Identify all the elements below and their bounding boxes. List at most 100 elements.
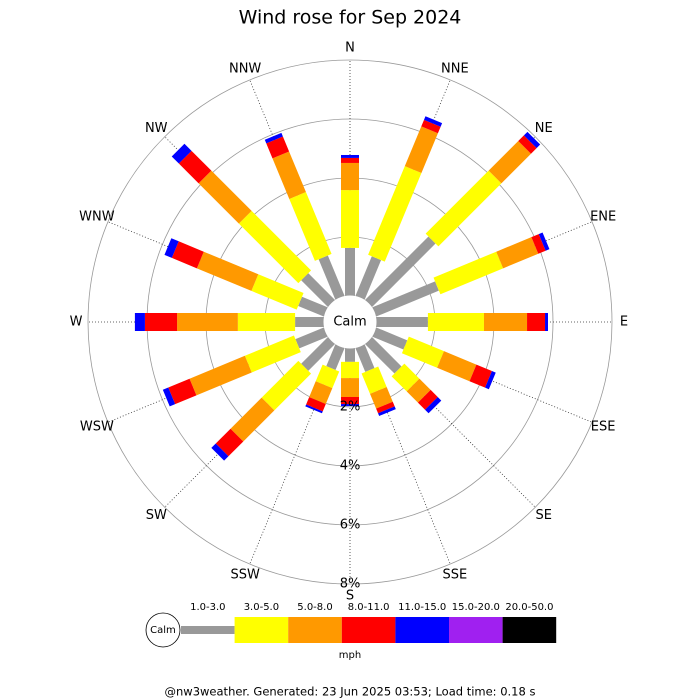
bar-segment (355, 256, 382, 300)
bar-segment (309, 381, 333, 404)
legend-swatch (288, 617, 342, 643)
bar-segment (376, 317, 428, 327)
bar-segment (518, 135, 537, 154)
bar-segment (527, 313, 546, 331)
ring-label: 2% (340, 400, 361, 415)
bar-segment (178, 150, 212, 184)
bar-segment (162, 387, 176, 407)
direction-label: WSW (80, 419, 114, 434)
bar-segment (364, 236, 436, 308)
bar-segment (437, 351, 477, 382)
bar-segment (538, 232, 550, 251)
bar-segment (417, 389, 438, 410)
bar-segment (364, 336, 402, 374)
bar-segment (305, 404, 323, 414)
direction-label: W (70, 315, 83, 330)
direction-bars (264, 132, 345, 300)
bar-segment (295, 327, 328, 349)
bar-segment (425, 397, 442, 414)
bar-segment (272, 151, 306, 199)
direction-label: SW (146, 508, 167, 523)
bar-segment (361, 366, 387, 394)
bar-segment (168, 378, 197, 405)
ring-label: 8% (340, 577, 361, 592)
bar-segment (372, 327, 408, 350)
bar-segment (144, 313, 178, 331)
direction-bars (355, 344, 396, 416)
bar-segment (306, 397, 326, 412)
direction-label: NNE (441, 61, 469, 76)
direction-label: WNW (79, 210, 115, 225)
direction-bars (376, 313, 548, 331)
legend-label: 5.0-8.0 (297, 602, 332, 613)
direction-bars (211, 336, 336, 461)
bar-segment (341, 154, 359, 158)
direction-bars (372, 327, 496, 390)
bar-segment (164, 238, 179, 258)
bar-segment (341, 361, 359, 379)
direction-label: ENE (590, 210, 616, 225)
legend-swatch (449, 617, 503, 643)
footer: @nw3weather. Generated: 23 Jun 2025 03:5… (165, 685, 536, 699)
legend-calm-circle (145, 612, 181, 648)
legend-label: 3.0-5.0 (244, 602, 279, 613)
bar-segment (341, 157, 359, 163)
direction-bars (341, 154, 359, 296)
bar-segment (196, 251, 259, 291)
bar-segment (523, 131, 541, 149)
bar-segment (266, 136, 290, 159)
bar-segment (483, 313, 528, 331)
direction-bars (341, 348, 359, 407)
bar-segment (134, 313, 145, 331)
direction-bars (134, 313, 324, 331)
bar-segment (421, 119, 441, 134)
chart-title: Wind rose for Sep 2024 (239, 7, 462, 29)
bar-segment (251, 274, 304, 310)
bar-segment (372, 281, 439, 317)
direction-label: NNW (229, 61, 261, 76)
bar-segment (301, 336, 336, 371)
bar-segment (171, 241, 204, 269)
bar-segment (427, 313, 484, 331)
bar-segment (469, 364, 492, 388)
bar-segment (423, 116, 443, 127)
direction-bars (171, 143, 336, 308)
calm-label: Calm (333, 315, 366, 330)
direction-label: N (345, 41, 355, 56)
direction-bars (305, 344, 345, 414)
ring-label: 4% (340, 459, 361, 474)
bar-segment (531, 234, 546, 254)
direction-label: S (346, 589, 354, 604)
grid-ring (87, 59, 613, 585)
bar-segment (295, 317, 324, 327)
bar-segment (345, 348, 355, 362)
bar-segment (341, 404, 359, 407)
ring-label: 6% (340, 518, 361, 533)
bar-segment (198, 170, 252, 224)
bar-segment (177, 313, 238, 331)
bar-segment (171, 143, 192, 164)
direction-label: SSW (230, 568, 260, 583)
bar-segment (318, 255, 345, 300)
direction-bars (355, 116, 443, 300)
bar-segment (433, 251, 504, 295)
legend-swatch (502, 617, 557, 643)
direction-label: SSE (442, 568, 467, 583)
bar-segment (545, 313, 548, 331)
legend-swatch (234, 617, 289, 643)
bar-segment (345, 247, 355, 296)
direction-bars (364, 336, 442, 414)
legend-unit: mph (339, 650, 361, 661)
bar-segment (341, 378, 359, 397)
direction-bars (364, 131, 541, 308)
direction-label: E (620, 315, 628, 330)
bar-segment (401, 336, 444, 368)
legend-swatch (341, 617, 396, 643)
bar-segment (496, 237, 539, 269)
bar-segment (211, 443, 229, 461)
legend-label: 1.0-3.0 (190, 602, 225, 613)
bar-segment (341, 396, 359, 405)
bar-segment (238, 210, 312, 284)
calm-circle (323, 295, 377, 349)
